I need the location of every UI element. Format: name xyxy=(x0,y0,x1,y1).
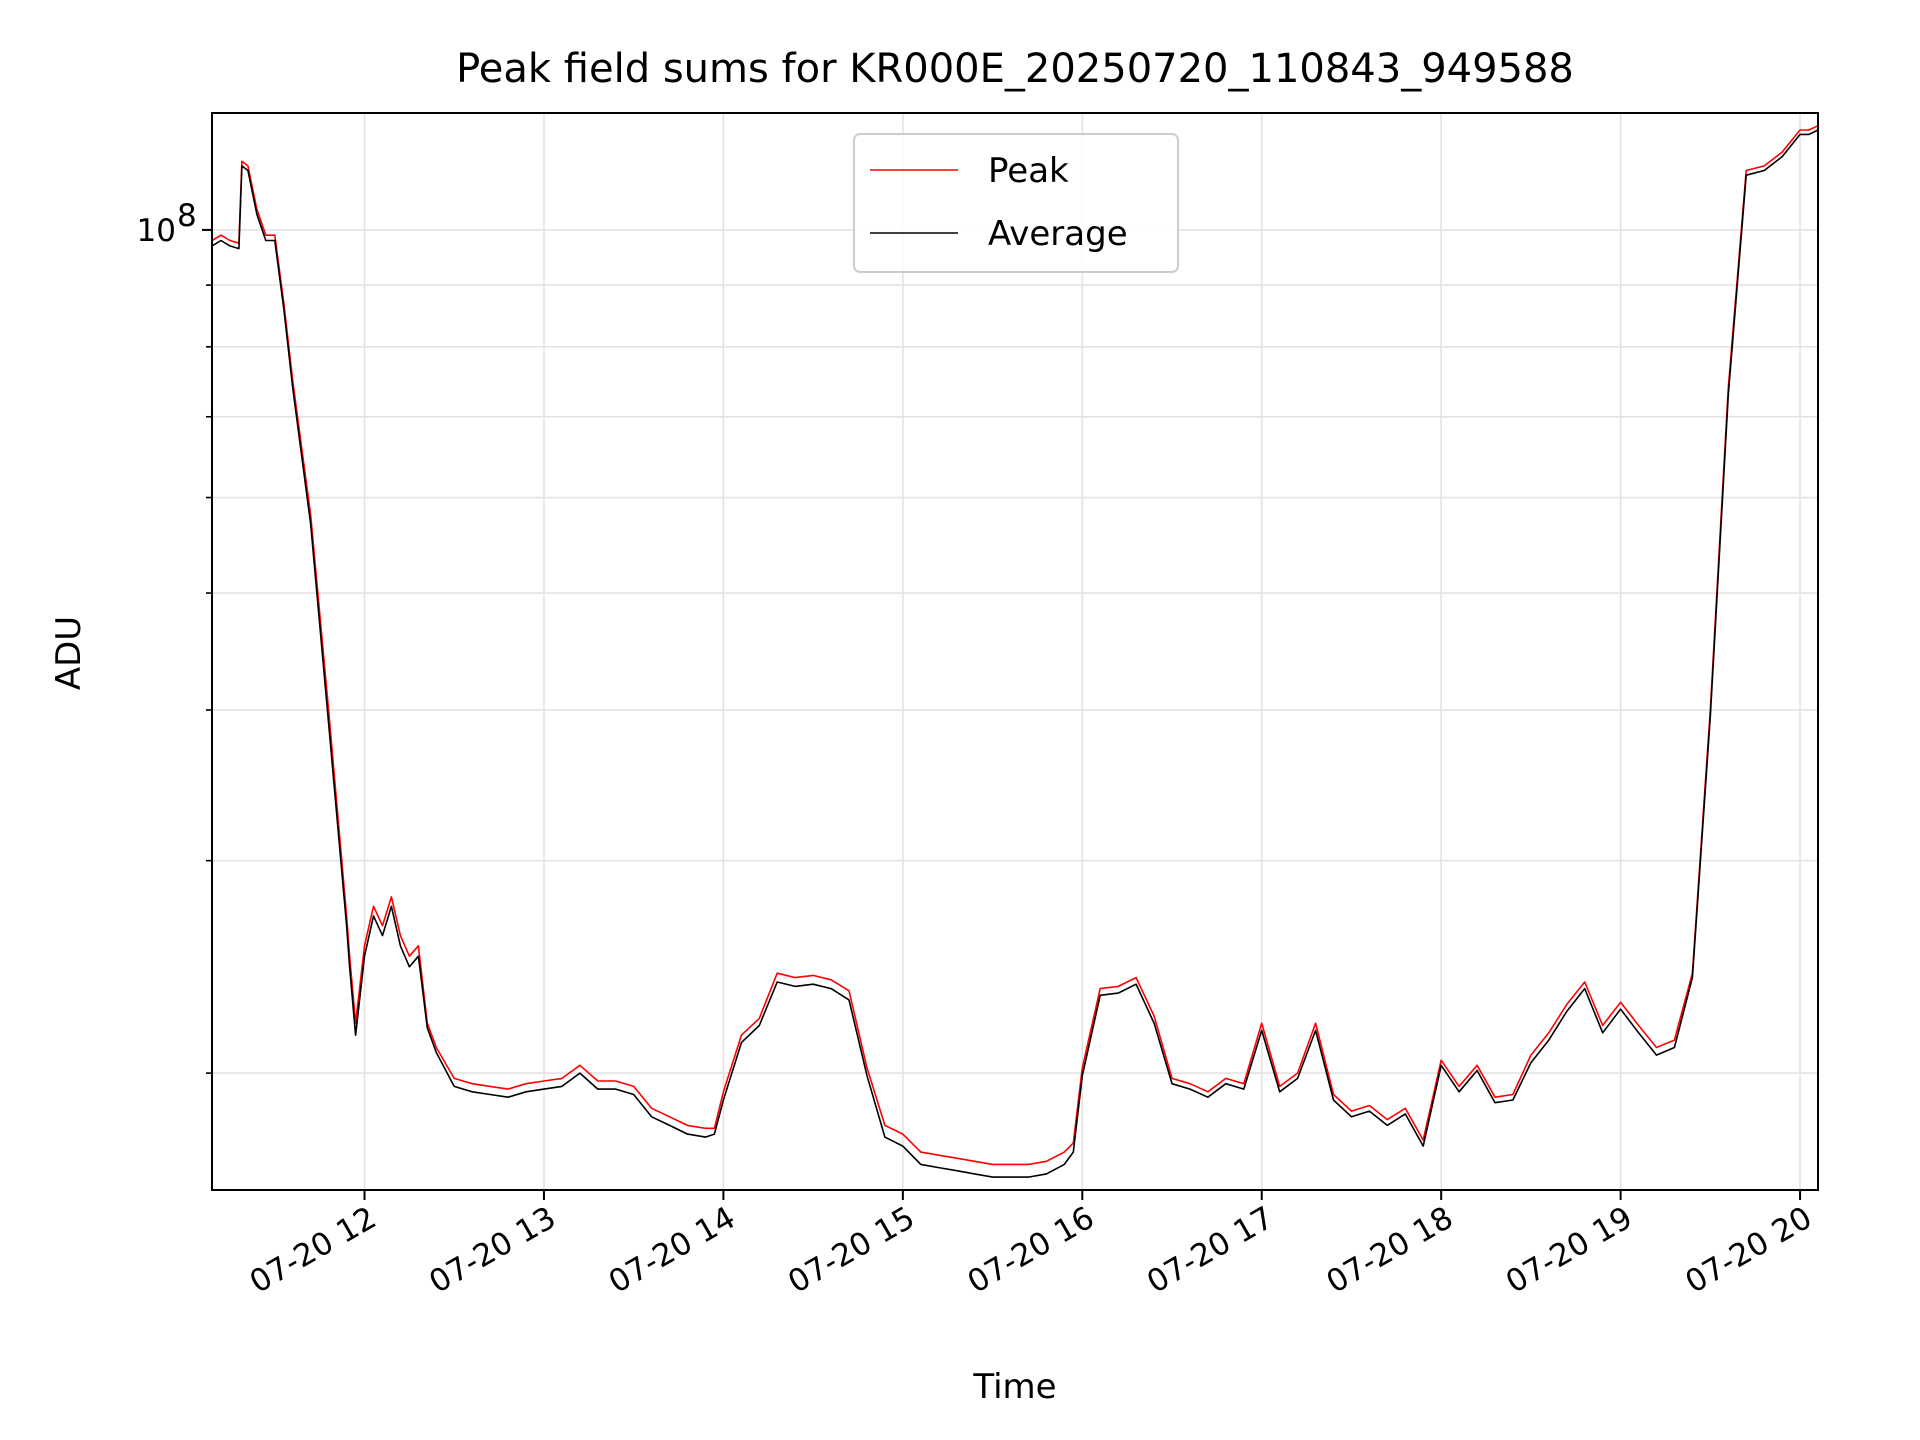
y-axis-label: ADU xyxy=(49,616,89,690)
chart-title: Peak field sums for KR000E_20250720_1108… xyxy=(456,46,1574,92)
y-tick-label: 10 xyxy=(137,213,176,249)
legend-label-peak: Peak xyxy=(988,151,1069,191)
grid xyxy=(212,113,1818,1190)
series-layer xyxy=(211,124,1819,1178)
series-line-peak xyxy=(211,124,1819,1166)
series-line-average xyxy=(211,129,1819,1178)
legend-box xyxy=(853,133,1179,273)
legend: Peak Average xyxy=(853,133,1179,273)
y-tick-label-exponent: 8 xyxy=(177,198,197,234)
legend-label-average: Average xyxy=(988,214,1128,254)
x-axis-label: Time xyxy=(972,1367,1056,1407)
plot-frame xyxy=(211,112,1819,1191)
